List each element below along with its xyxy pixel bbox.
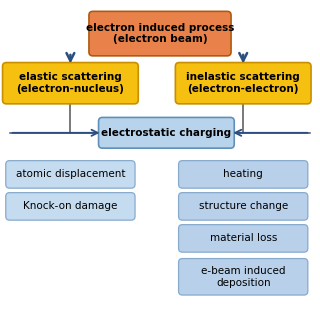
- FancyBboxPatch shape: [6, 161, 135, 188]
- Text: Knock-on damage: Knock-on damage: [23, 201, 117, 212]
- Text: e-beam induced
deposition: e-beam induced deposition: [201, 266, 285, 288]
- FancyBboxPatch shape: [6, 193, 135, 220]
- FancyBboxPatch shape: [89, 11, 231, 56]
- Text: elastic scattering
(electron-nucleus): elastic scattering (electron-nucleus): [16, 72, 124, 94]
- FancyBboxPatch shape: [99, 117, 234, 148]
- Text: atomic displacement: atomic displacement: [16, 169, 125, 180]
- FancyBboxPatch shape: [179, 161, 308, 188]
- FancyBboxPatch shape: [179, 259, 308, 295]
- FancyBboxPatch shape: [175, 63, 311, 104]
- FancyBboxPatch shape: [179, 225, 308, 252]
- FancyBboxPatch shape: [3, 63, 138, 104]
- Text: electron induced process
(electron beam): electron induced process (electron beam): [86, 23, 234, 44]
- Text: material loss: material loss: [210, 233, 277, 244]
- Text: electrostatic charging: electrostatic charging: [101, 128, 231, 138]
- Text: structure change: structure change: [199, 201, 288, 212]
- Text: inelastic scattering
(electron-electron): inelastic scattering (electron-electron): [186, 72, 300, 94]
- FancyBboxPatch shape: [179, 193, 308, 220]
- Text: heating: heating: [223, 169, 263, 180]
